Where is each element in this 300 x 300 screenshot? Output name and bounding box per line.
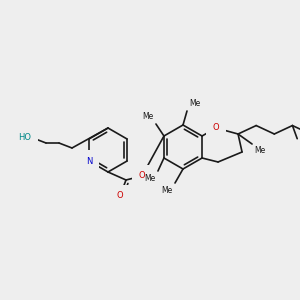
- Text: Me: Me: [189, 99, 200, 108]
- Text: O: O: [117, 191, 123, 200]
- Text: HO: HO: [18, 134, 31, 142]
- Text: Me: Me: [143, 112, 154, 121]
- Text: Me: Me: [145, 174, 156, 183]
- Text: Me: Me: [162, 186, 173, 195]
- Text: N: N: [86, 157, 92, 166]
- Text: O: O: [213, 124, 219, 133]
- Text: Me: Me: [254, 146, 265, 155]
- Text: O: O: [139, 172, 145, 181]
